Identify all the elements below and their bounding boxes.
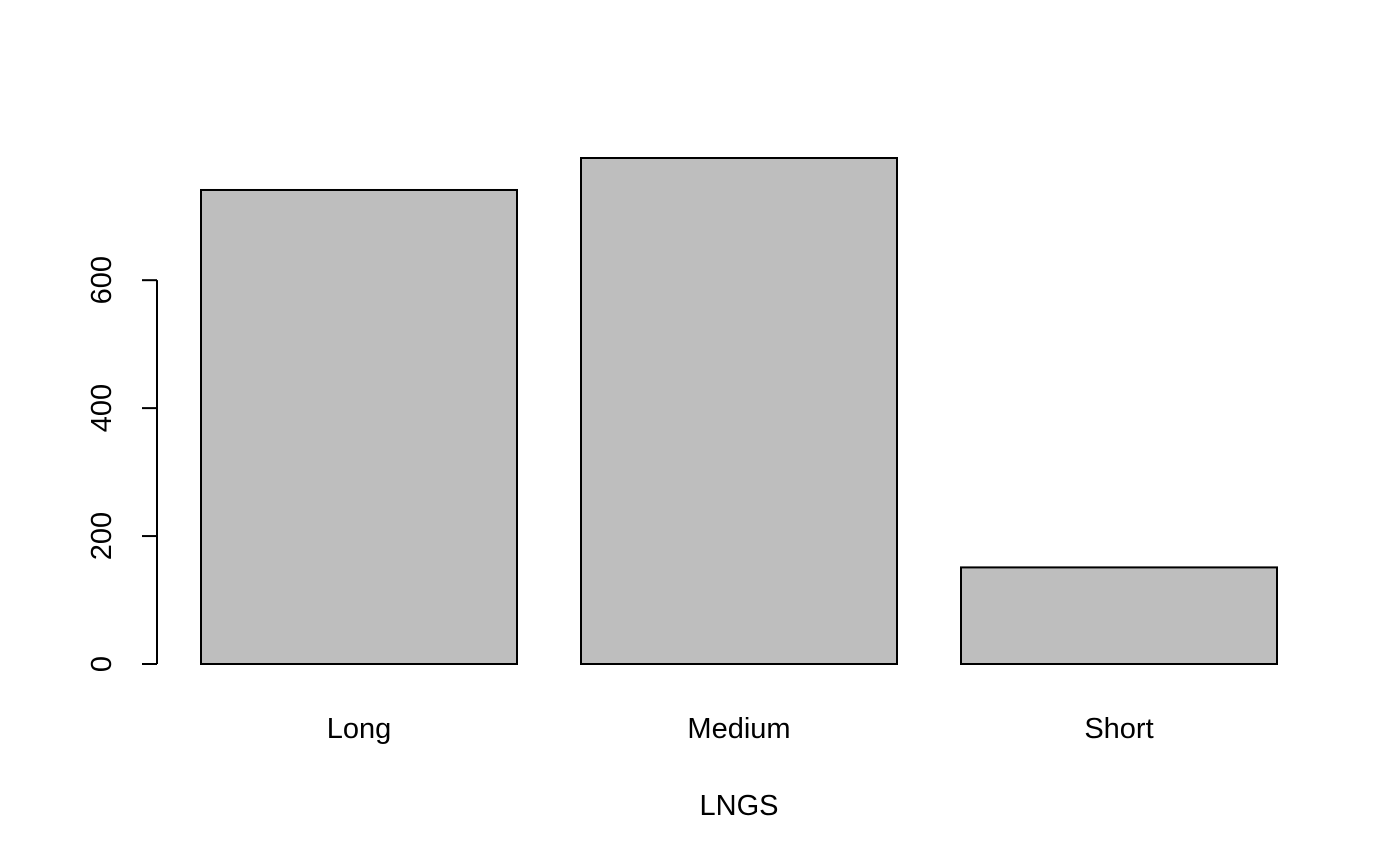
category-label-medium: Medium: [687, 713, 790, 745]
y-tick-label-600: 600: [86, 256, 118, 304]
y-tick-label-400: 400: [86, 384, 118, 432]
x-axis-title: LNGS: [700, 790, 779, 822]
category-label-short: Short: [1084, 713, 1153, 745]
y-tick-label-0: 0: [86, 656, 118, 672]
y-tick-label-200: 200: [86, 512, 118, 560]
bar-short: [960, 566, 1278, 666]
y-axis: 0 200 400 600: [86, 256, 158, 672]
bar-medium: [580, 157, 898, 665]
category-label-long: Long: [327, 713, 392, 745]
bars-group: [200, 157, 1278, 666]
bar-long: [200, 188, 518, 665]
category-labels: Long Medium Short: [327, 713, 1154, 745]
